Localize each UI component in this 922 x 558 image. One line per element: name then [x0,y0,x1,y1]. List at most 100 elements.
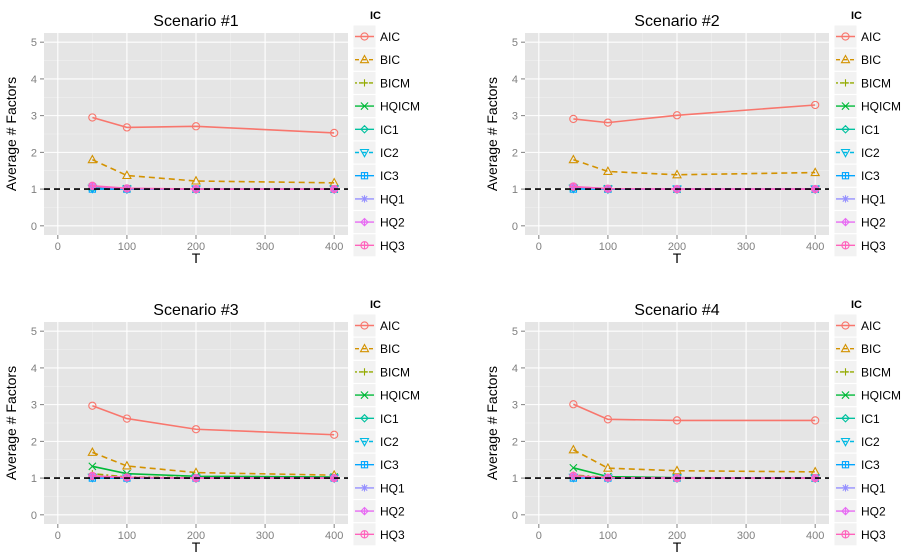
chart-title: Scenario #4 [634,302,719,319]
y-axis-label: Average # Factors [3,77,19,191]
legend-marker [841,368,850,376]
x-tick-label: 0 [536,530,542,542]
series-line [572,449,816,473]
chart-panel-2: Scenario #2 0 100 200 300 400 0 1 2 3 4 5 T Average #… [484,13,829,266]
legend-item-aic: AIC [833,24,881,49]
y-axis-label: Average # Factors [484,366,500,480]
y-tick-label: 0 [31,221,37,233]
legend-marker [359,148,370,158]
legend-label: HQICM [861,389,901,403]
data-point [330,430,339,439]
x-tick-label: 300 [256,241,274,253]
y-tick-label: 2 [512,436,518,448]
legend-label: HQ2 [380,216,405,230]
legend-item-bicm: BICM [352,359,410,384]
legend-item-hqicm: HQICM [352,94,420,119]
legend-item-ic2: IC2 [352,140,399,165]
legend-item-hq1: HQ1 [833,475,886,500]
legend-marker [360,195,369,203]
x-tick-label: 200 [668,530,686,542]
x-tick-label: 200 [187,241,205,253]
x-axis-label: T [192,250,201,266]
legend-label: HQ2 [861,216,886,230]
legend-item-bic: BIC [833,336,881,361]
data-point [672,169,682,179]
legend-item-hq3: HQ3 [352,233,405,258]
legend-marker [360,241,369,250]
data-point [87,447,98,456]
legend-item-ic1: IC1 [833,117,880,142]
legend-marker [841,217,850,227]
data-point [569,114,578,124]
y-tick-label: 0 [31,510,37,522]
series-line [92,451,335,476]
legend-title: IC [370,299,381,311]
legend-label: BICM [861,76,891,90]
legend-marker [360,368,369,376]
data-point [603,118,613,127]
data-point [191,122,201,131]
legend-label: BIC [380,53,400,67]
legend-label: IC1 [380,123,399,137]
legend-marker [360,32,369,41]
legend-item-aic: AIC [352,313,400,338]
y-tick-label: 1 [512,473,518,485]
series-line [92,465,335,478]
legend-4: IC AIC BIC BICM HQICM IC1 IC2 IC3 HQ1 HQ2 HQ3 [833,299,901,547]
legend-label: IC3 [380,458,399,472]
legend-item-bic: BIC [833,47,881,72]
legend-marker [360,79,369,87]
legend-item-hq2: HQ2 [833,499,886,524]
legend-title: IC [851,10,862,22]
legend-item-hq2: HQ2 [352,210,405,235]
legend-marker [360,391,369,400]
legend-marker [841,79,850,87]
x-tick-label: 400 [325,530,343,542]
x-axis-label: T [192,539,201,555]
data-point [88,113,97,122]
data-point [569,182,578,191]
y-tick-label: 1 [31,184,37,196]
x-tick-label: 300 [737,530,755,542]
legend-item-hq3: HQ3 [833,522,886,547]
legend-item-bicm: BICM [352,70,410,95]
legend-label: HQ3 [861,239,886,253]
legend-item-bic: BIC [352,336,400,361]
data-point [672,416,682,425]
legend-marker [840,148,851,158]
legend-marker [841,461,850,469]
legend-label: AIC [861,30,881,44]
legend-marker [360,321,369,330]
legend-marker [840,54,851,64]
data-point [330,128,339,138]
data-point [569,463,578,472]
legend-label: IC3 [861,458,880,472]
y-tick-label: 3 [512,400,518,412]
legend-label: IC2 [380,435,399,449]
legend-marker [359,343,370,353]
legend-item-ic2: IC2 [352,429,399,454]
y-tick-label: 5 [512,37,518,49]
legend-marker [841,391,850,400]
y-tick-label: 0 [512,510,518,522]
legend-marker [841,413,850,423]
legend-label: HQ1 [380,481,405,495]
legend-title: IC [370,10,381,22]
legend-label: AIC [380,30,400,44]
data-point [122,414,132,423]
y-tick-label: 2 [31,147,37,159]
legend-label: IC1 [861,412,880,426]
legend-marker [840,437,851,447]
legend-item-hq1: HQ1 [352,186,405,211]
legend-item-bicm: BICM [833,70,891,95]
legend-label: IC3 [861,169,880,183]
y-tick-label: 2 [512,147,518,159]
legend-label: IC2 [380,146,399,160]
legend-1: IC AIC BIC BICM HQICM IC1 IC2 IC3 HQ1 HQ2 HQ3 [352,10,420,258]
data-point [569,400,578,409]
chart-panel-4: Scenario #4 0 100 200 300 400 0 1 2 3 4 5 T Average #… [484,302,829,555]
x-tick-label: 100 [118,530,136,542]
legend-label: IC3 [380,169,399,183]
y-tick-label: 0 [512,221,518,233]
legend-marker [360,217,369,227]
